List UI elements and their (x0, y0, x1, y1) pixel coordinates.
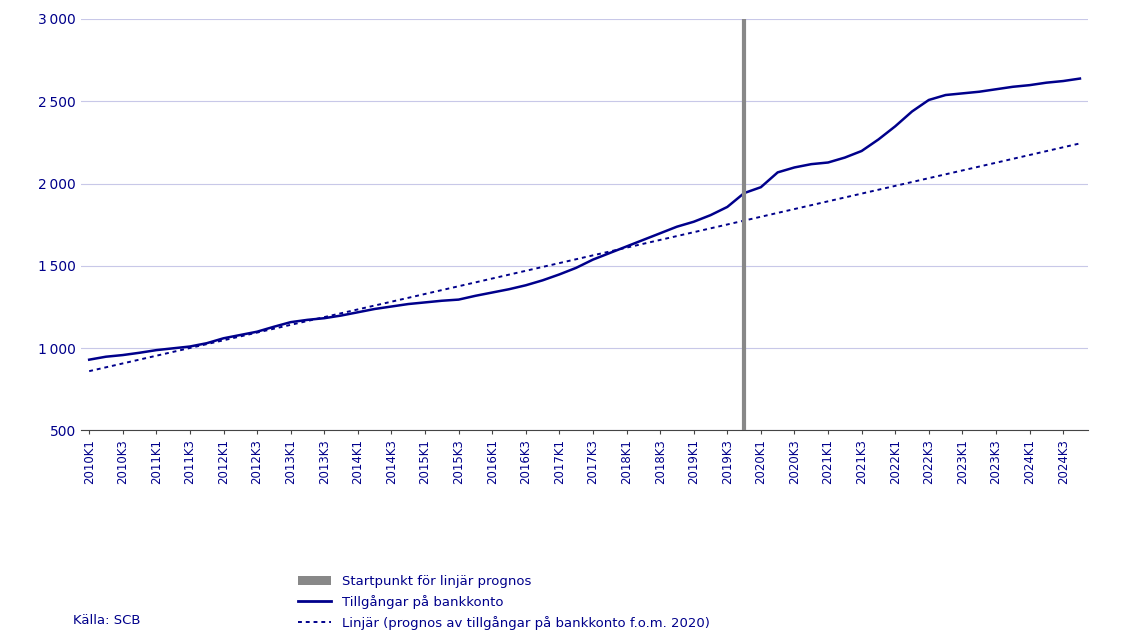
Tillgångar på bankkonto (250, 328, 264, 335)
Linjär (prognos av tillgångar på bankkonto f.o.m. 2020) (334, 310, 348, 317)
Linjär (prognos av tillgångar på bankkonto f.o.m. 2020) (419, 290, 432, 298)
Legend: Startpunkt för linjär prognos, Tillgångar på bankkonto, Linjär (prognos av tillg: Startpunkt för linjär prognos, Tillgånga… (298, 575, 710, 630)
Linjär (prognos av tillgångar på bankkonto f.o.m. 2020) (250, 329, 264, 336)
Linjär (prognos av tillgångar på bankkonto f.o.m. 2020) (82, 367, 95, 375)
Tillgångar på bankkonto (419, 299, 432, 306)
Line: Tillgångar på bankkonto: Tillgångar på bankkonto (89, 78, 1080, 360)
Tillgångar på bankkonto (402, 300, 415, 308)
Tillgångar på bankkonto (368, 305, 381, 313)
Tillgångar på bankkonto (703, 211, 717, 219)
Linjär (prognos av tillgångar på bankkonto f.o.m. 2020) (402, 294, 415, 301)
Tillgångar på bankkonto (82, 356, 95, 363)
Line: Linjär (prognos av tillgångar på bankkonto f.o.m. 2020): Linjär (prognos av tillgångar på bankkon… (89, 144, 1080, 371)
Text: Källa: SCB: Källa: SCB (73, 613, 140, 627)
Tillgångar på bankkonto (334, 312, 348, 320)
Linjär (prognos av tillgångar på bankkonto f.o.m. 2020) (703, 225, 717, 232)
Tillgångar på bankkonto (1074, 75, 1087, 82)
Linjär (prognos av tillgångar på bankkonto f.o.m. 2020) (1074, 140, 1087, 147)
Linjär (prognos av tillgångar på bankkonto f.o.m. 2020) (368, 302, 381, 310)
